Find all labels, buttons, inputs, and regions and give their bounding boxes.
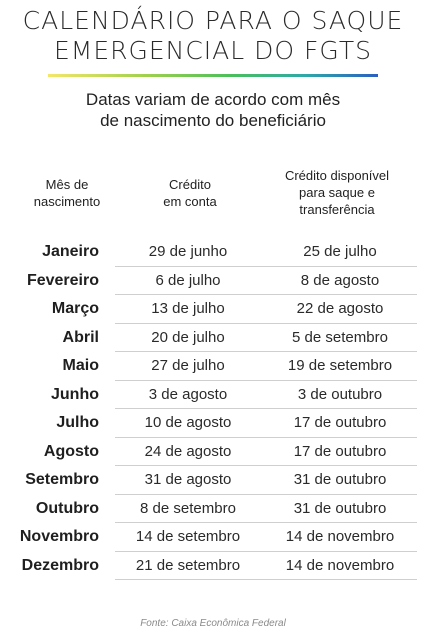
table-row: Maio 27 de julho 19 de setembro — [0, 352, 426, 381]
available-date-cell: 14 de novembro — [285, 528, 395, 545]
page-title-line-2: EMERGENCIAL DO FGTS — [53, 36, 373, 65]
birth-month-cell: Dezembro — [21, 556, 99, 574]
table-row: Janeiro 29 de junho 25 de julho — [0, 238, 426, 267]
table-row: Julho 10 de agosto 17 de outubro — [0, 409, 426, 438]
birth-month-cell: Janeiro — [42, 243, 99, 260]
source-note: Fonte: Caixa Econômica Federal — [140, 618, 286, 629]
row-divider — [115, 351, 417, 352]
credit-date-cell: 8 de setembro — [140, 499, 236, 517]
credit-date-cell: 6 de julho — [155, 271, 221, 289]
credit-date-cell: 3 de agosto — [148, 385, 228, 403]
credit-date-cell: 24 de agosto — [144, 442, 232, 460]
credit-date-cell: 13 de julho — [151, 300, 225, 317]
column-header-month-line-2: nascimento — [33, 194, 101, 209]
page-title-line-1: CALENDÁRIO PARA O SAQUE — [22, 6, 404, 35]
table-row: Abril 20 de julho 5 de setembro — [0, 324, 426, 352]
birth-month-cell: Maio — [62, 357, 99, 374]
table-row: Dezembro 21 de setembro 14 de novembro — [0, 552, 426, 580]
subtitle-line-1: Datas variam de acordo com mês — [85, 90, 341, 109]
row-divider — [115, 379, 417, 381]
birth-month-cell: Julho — [56, 414, 99, 431]
credit-date-cell: 20 de julho — [151, 328, 225, 346]
row-divider — [115, 465, 417, 466]
credit-date-cell: 14 de setembro — [135, 528, 241, 545]
birth-month-cell: Abril — [62, 328, 99, 346]
credit-date-cell: 29 de junho — [148, 243, 228, 260]
row-divider — [115, 408, 417, 409]
page-title: CALENDÁRIO PARA O SAQUE EMERGENCIAL DO F… — [0, 6, 426, 66]
table-row: Setembro 31 de agosto 31 de outubro — [0, 466, 426, 495]
column-header-available-line-3: transferência — [299, 202, 375, 217]
credit-date-cell: 10 de agosto — [144, 414, 232, 431]
row-divider — [115, 322, 417, 324]
row-divider — [115, 493, 417, 495]
available-date-cell: 14 de novembro — [285, 556, 395, 574]
available-date-cell: 25 de julho — [303, 243, 377, 260]
column-header-available: Crédito disponível para saque e transfer… — [272, 167, 402, 218]
birth-month-cell: Março — [51, 300, 99, 317]
available-date-cell: 3 de outubro — [297, 385, 383, 403]
column-header-available-line-2: para saque e — [299, 185, 375, 200]
table-row: Agosto 24 de agosto 17 de outubro — [0, 438, 426, 466]
credit-date-cell: 21 de setembro — [135, 556, 241, 574]
subtitle: Datas variam de acordo com mês de nascim… — [0, 89, 426, 131]
available-date-cell: 31 de outubro — [293, 471, 387, 488]
gradient-divider — [48, 74, 378, 77]
table-row: Março 13 de julho 22 de agosto — [0, 295, 426, 324]
available-date-cell: 8 de agosto — [300, 271, 380, 289]
table-row: Outubro 8 de setembro 31 de outubro — [0, 495, 426, 523]
available-date-cell: 19 de setembro — [287, 357, 393, 374]
column-header-available-line-1: Crédito disponível — [284, 168, 390, 183]
available-date-cell: 31 de outubro — [293, 499, 387, 517]
birth-month-cell: Outubro — [35, 499, 99, 517]
table-row: Fevereiro 6 de julho 8 de agosto — [0, 267, 426, 295]
credit-date-cell: 31 de agosto — [144, 471, 232, 488]
row-divider — [115, 265, 417, 267]
column-header-credit-line-2: em conta — [163, 194, 217, 209]
column-header-credit-line-1: Crédito — [169, 177, 211, 192]
available-date-cell: 17 de outubro — [293, 442, 387, 460]
row-divider — [115, 522, 417, 523]
subtitle-line-2: de nascimento do beneficiário — [100, 111, 326, 130]
table-row: Novembro 14 de setembro 14 de novembro — [0, 523, 426, 552]
available-date-cell: 17 de outubro — [293, 414, 387, 431]
birth-month-cell: Agosto — [43, 442, 99, 460]
column-header-month-line-1: Mês de — [45, 177, 89, 192]
row-divider — [115, 579, 417, 580]
row-divider — [115, 436, 417, 438]
column-header-credit: Crédito em conta — [145, 176, 235, 210]
available-date-cell: 22 de agosto — [296, 300, 384, 317]
birth-month-cell: Fevereiro — [26, 271, 99, 289]
birth-month-cell: Setembro — [25, 471, 99, 488]
calendar-table: Janeiro 29 de junho 25 de julho Fevereiro 6 … — [0, 238, 426, 580]
column-header-month: Mês de nascimento — [22, 176, 112, 210]
credit-date-cell: 27 de julho — [151, 357, 225, 374]
birth-month-cell: Junho — [51, 385, 99, 403]
birth-month-cell: Novembro — [19, 528, 99, 545]
table-row: Junho 3 de agosto 3 de outubro — [0, 381, 426, 409]
available-date-cell: 5 de setembro — [292, 328, 388, 346]
row-divider — [115, 550, 417, 552]
row-divider — [115, 294, 417, 295]
